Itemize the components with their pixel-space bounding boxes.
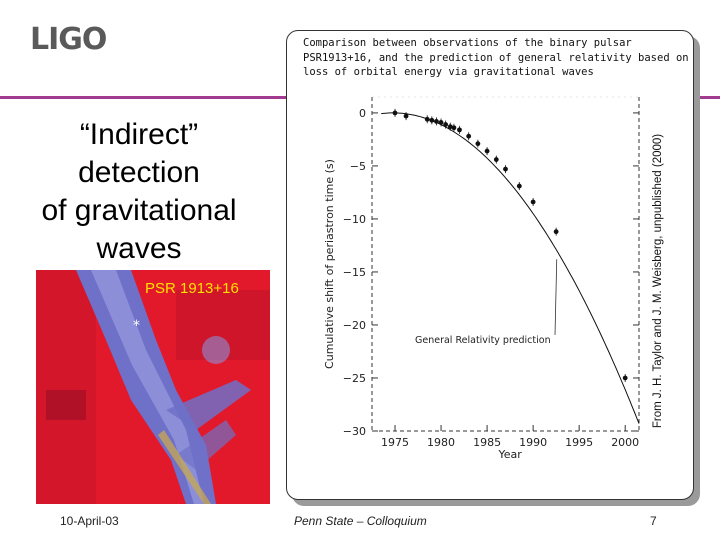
figure-panel: Comparison between observations of the b… [286,30,694,500]
y-tick-label: −25 [343,372,366,385]
figure-credit: From J. H. Taylor and J. M. Weisberg, un… [652,133,664,429]
x-tick-label: 2000 [611,436,639,449]
y-tick-label: 0 [359,107,366,120]
footer-date: 10-April-03 [60,514,119,528]
y-axis-label: Cumulative shift of periastron time (s) [323,159,336,369]
x-tick-label: 1975 [381,436,409,449]
figure-caption: Comparison between observations of the b… [303,36,689,80]
footer-venue: Penn State – Colloquium [294,514,427,528]
page-number: 7 [650,514,657,528]
x-tick-label: 1995 [565,436,593,449]
caption-line: Comparison between observations of the b… [303,37,632,49]
x-tick-label: 1990 [519,436,547,449]
title-line: of gravitational [41,194,237,227]
x-axis-label: Year [497,448,522,461]
gr-prediction-curve [381,112,640,424]
title-line: “Indirect” [79,118,199,151]
y-tick-label: −20 [343,319,366,332]
y-tick-label: −5 [350,160,366,173]
title-line: waves [96,232,182,265]
caption-line: loss of orbital energy via gravitational… [303,66,594,78]
periastron-chart: 0 −5 −10 −15 −20 −25 −30 1975 1980 1985 1990 1995 20… [323,96,640,461]
y-tick-label: −10 [343,213,366,226]
y-tick-label: −15 [343,266,366,279]
annotation-leader [554,259,558,336]
x-tick-label: 1980 [427,436,455,449]
title-line: detection [78,156,200,189]
slide-title: “Indirect” detection of gravitational wa… [8,116,270,268]
ligo-logo: LIGO [30,22,107,57]
caption-line: PSR1913+16, and the prediction of genera… [303,51,689,64]
x-tick-label: 1985 [473,436,501,449]
svg-text:*: * [133,318,140,334]
pulsar-sky-image: * [36,270,270,504]
annotation-label: General Relativity prediction [415,335,551,346]
y-tick-label: −30 [343,425,366,438]
pulsar-label: PSR 1913+16 [145,280,239,297]
